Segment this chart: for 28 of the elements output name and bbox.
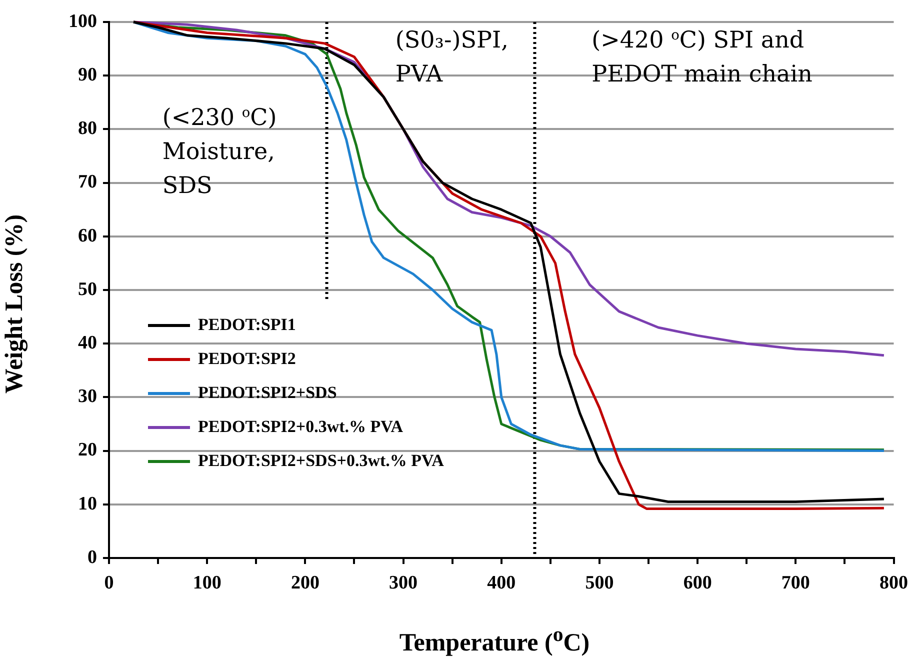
x-tick-label: 600	[683, 572, 712, 594]
x-tick-label: 700	[781, 572, 810, 594]
legend-label: PEDOT:SPI2+SDS	[198, 383, 337, 403]
y-tick-label: 10	[78, 493, 97, 514]
y-tick-label: 30	[78, 386, 97, 408]
y-tick-label: 0	[88, 546, 97, 568]
y-tick-label: 50	[78, 278, 97, 300]
x-tick-label: 300	[389, 572, 418, 594]
x-tick-label: 200	[290, 572, 320, 594]
legend-label: PEDOT:SPI2	[198, 349, 296, 369]
x-tick-label: 0	[104, 572, 114, 594]
x-tick-label: 100	[192, 572, 222, 594]
y-tick-label: 80	[78, 118, 97, 140]
y-tick-label: 70	[78, 172, 97, 193]
y-tick-label: 90	[78, 64, 97, 86]
x-tick-label: 800	[880, 572, 908, 594]
y-tick-label: 60	[78, 225, 97, 246]
annotation: (S0₃-)SPI, PVA	[395, 27, 508, 88]
y-tick-label: 20	[78, 440, 97, 461]
y-axis-title: Weight Loss (%)	[1, 213, 29, 396]
legend-label: PEDOT:SPI2+0.3wt.% PVA	[198, 417, 404, 437]
legend-label: PEDOT:SPI1	[198, 315, 296, 335]
y-tick-label: 40	[78, 332, 97, 354]
x-tick-label: 400	[487, 572, 516, 594]
y-tick-label: 100	[68, 10, 97, 32]
legend-label: PEDOT:SPI2+SDS+0.3wt.% PVA	[198, 451, 444, 471]
x-axis-title: Temperature ($^{o}$C)	[398, 622, 591, 657]
x-tick-label: 500	[585, 572, 614, 594]
